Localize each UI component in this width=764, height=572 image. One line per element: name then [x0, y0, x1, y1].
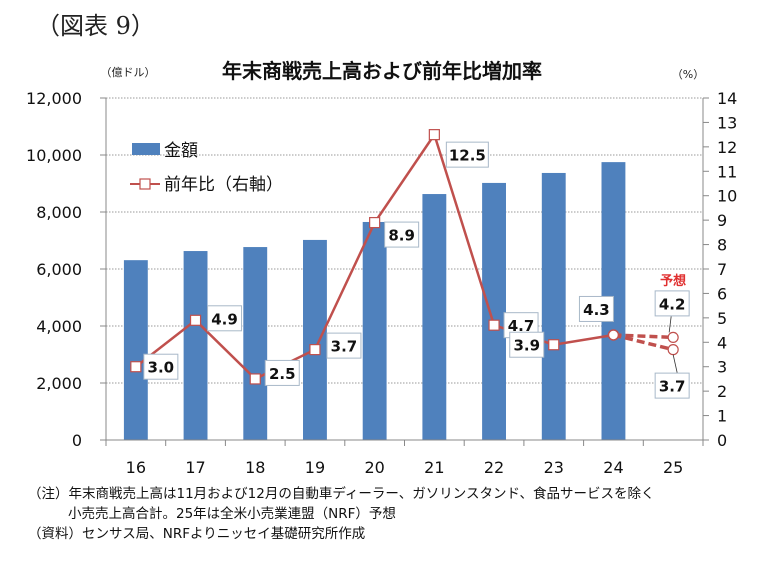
data-label-21-box — [445, 141, 489, 168]
y-tick-label: 4,000 — [36, 317, 82, 336]
data-label-20-box — [384, 221, 420, 248]
y2-tick-label: 5 — [717, 309, 727, 328]
marker-16 — [130, 361, 142, 373]
marker-17 — [189, 314, 202, 326]
y-tick-label: 2,000 — [36, 374, 82, 393]
y-tick-label: 12,000 — [26, 89, 82, 108]
y-tick-label: 6,000 — [36, 260, 82, 279]
x-tick-label: 22 — [484, 458, 504, 477]
y2-tick-label: 10 — [717, 187, 737, 206]
forecast-label-low-box — [654, 372, 690, 399]
chart-notes: （注）年末商戦売上高は11月および12月の自動車ディーラー、ガソリンスタンド、食… — [28, 484, 654, 544]
legend-line-marker — [139, 178, 151, 190]
bar-18 — [243, 247, 268, 440]
forecast-annotation: 予想 — [660, 273, 686, 289]
x-tick-label: 24 — [603, 458, 623, 477]
y2-tick-label: 2 — [717, 382, 727, 401]
data-label-24: 4.3 — [583, 301, 610, 319]
y2-tick-label: 12 — [717, 138, 737, 157]
y2-tick-label: 8 — [717, 236, 727, 255]
forecast-marker — [667, 344, 679, 356]
forecast-line — [613, 333, 674, 340]
forecast-label-low: 3.7 — [659, 378, 686, 396]
bar-23 — [541, 172, 566, 440]
note-line-1: （注）年末商戦売上高は11月および12月の自動車ディーラー、ガソリンスタンド、食… — [28, 486, 655, 502]
forecast-label-high-box — [654, 290, 690, 317]
marker-19 — [309, 344, 321, 356]
bar-22 — [482, 182, 506, 440]
y2-tick-label: 7 — [717, 260, 727, 279]
marker-21 — [428, 129, 440, 141]
data-label-24-box — [578, 295, 614, 322]
bar-21 — [422, 194, 447, 440]
data-label-17-box — [207, 305, 243, 332]
y2-tick-label: 14 — [717, 89, 737, 108]
legend-bar-label: 金額 — [164, 141, 198, 161]
note-line-2: 小売売上高合計。25年は全米小売業連盟（NRF）予想 — [68, 506, 396, 522]
x-tick-label: 17 — [185, 458, 205, 477]
chart: 年末商戦売上高および前年比増加率 （億ドル） （%） 0 2,000 4,000 6,… — [26, 59, 737, 477]
x-tick-label: 16 — [126, 458, 146, 477]
y-tick-label: 10,000 — [26, 146, 82, 165]
figure-label: （図表 9） — [36, 12, 155, 40]
marker-18 — [249, 373, 261, 385]
forecast-marker — [667, 331, 679, 343]
y-axis-unit-label: （億ドル） — [101, 66, 156, 79]
y2-axis-unit-label: （%） — [672, 68, 704, 81]
data-label-18-box — [264, 359, 300, 386]
marker-23 — [548, 339, 560, 351]
y2-tick-label: 9 — [717, 211, 727, 230]
y-tick-label: 0 — [72, 431, 82, 450]
leader-line — [672, 354, 678, 373]
y2-tick-label: 0 — [717, 431, 727, 450]
x-tick-label: 18 — [245, 458, 265, 477]
bar-19 — [303, 239, 327, 440]
data-label-21: 12.5 — [449, 147, 486, 165]
bar-17 — [183, 251, 208, 440]
data-label-19: 3.7 — [331, 338, 358, 356]
x-tick-label: 19 — [305, 458, 325, 477]
y2-tick-label: 1 — [717, 407, 727, 426]
legend-bar-swatch — [132, 143, 160, 155]
y2-tick-label: 11 — [717, 162, 737, 181]
y2-tick-label: 3 — [717, 358, 727, 377]
y-tick-label: 8,000 — [36, 203, 82, 222]
y2-tick-label: 4 — [717, 333, 727, 352]
y2-tick-label: 13 — [717, 113, 737, 132]
x-tick-label: 23 — [544, 458, 564, 477]
data-label-19-box — [326, 332, 362, 359]
x-tick-label: 25 — [663, 458, 683, 477]
data-label-16: 3.0 — [148, 359, 175, 377]
data-label-23-box — [509, 331, 545, 358]
data-label-16-box — [143, 353, 179, 380]
forecast-label-high: 4.2 — [659, 295, 686, 313]
x-tick-label: 20 — [364, 458, 384, 477]
marker-24 — [607, 329, 620, 341]
forecast-line — [613, 333, 674, 352]
bar-20 — [362, 221, 387, 440]
y2-tick-label: 6 — [717, 284, 727, 303]
x-tick-label: 21 — [424, 458, 444, 477]
data-label-22: 4.7 — [508, 317, 535, 335]
chart-title: 年末商戦売上高および前年比増加率 — [222, 59, 542, 83]
data-label-23: 3.9 — [513, 337, 540, 355]
leader-line — [668, 316, 672, 333]
source-line: （資料）センサス局、NRFよりニッセイ基礎研究所作成 — [28, 526, 366, 542]
data-label-17: 4.9 — [211, 310, 238, 328]
legend-line-label: 前年比（右軸） — [164, 175, 283, 195]
data-label-20: 8.9 — [388, 227, 415, 245]
data-label-18: 2.5 — [269, 365, 296, 383]
marker-22 — [488, 319, 500, 331]
marker-20 — [369, 216, 381, 229]
bar-16 — [123, 260, 148, 440]
